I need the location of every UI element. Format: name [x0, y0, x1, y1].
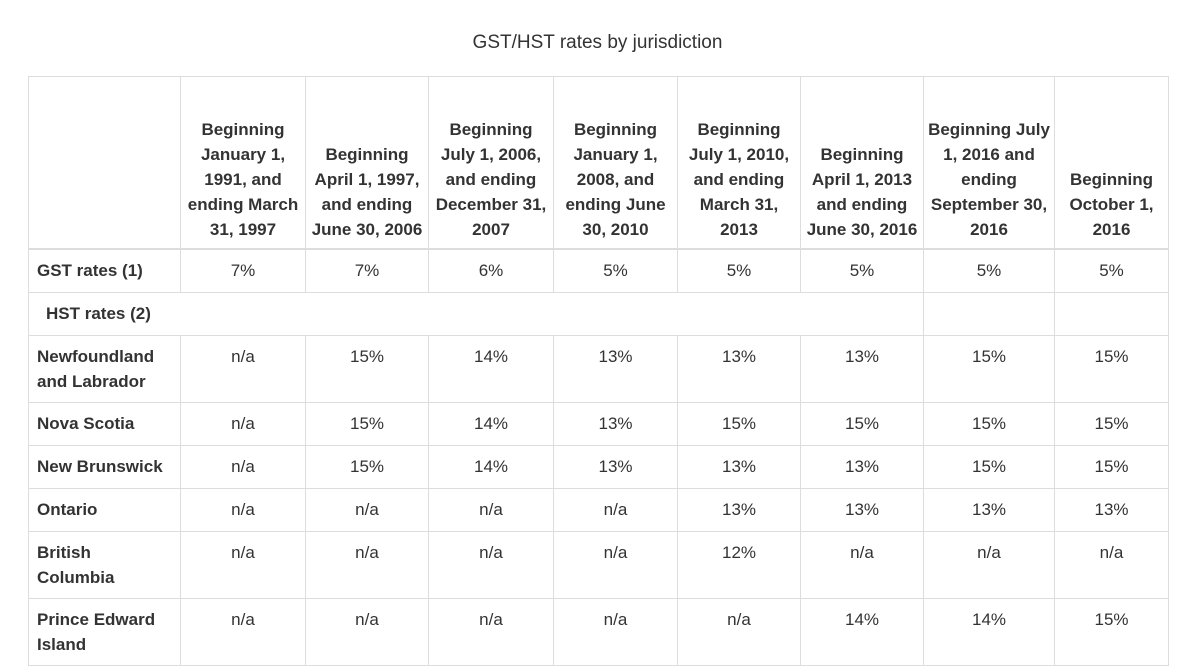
column-header: Beginning April 1, 2013 and ending June … [800, 76, 924, 250]
rate-cell: 15% [923, 402, 1055, 446]
column-header [28, 76, 181, 250]
rate-cell: 15% [305, 335, 429, 403]
rate-cell: n/a [428, 488, 554, 532]
rate-cell: 15% [1054, 445, 1169, 489]
row-label: Ontario [28, 488, 181, 532]
column-header: Beginning January 1, 2008, and ending Ju… [553, 76, 678, 250]
rate-cell: n/a [553, 531, 678, 599]
column-header: Beginning July 1, 2010, and ending March… [677, 76, 801, 250]
rate-cell: 7% [305, 248, 429, 293]
table-row: Prince Edward Island n/a n/a n/a n/a n/a… [28, 598, 1169, 666]
table-row: British Columbia n/a n/a n/a n/a 12% n/a… [28, 531, 1169, 599]
rate-cell: 5% [1054, 248, 1169, 293]
rate-cell: n/a [180, 488, 306, 532]
rate-cell: n/a [305, 531, 429, 599]
row-label: GST rates (1) [28, 248, 181, 293]
rate-cell: n/a [1054, 531, 1169, 599]
empty-cell [923, 292, 1055, 336]
rate-cell: 5% [923, 248, 1055, 293]
rate-cell: 15% [677, 402, 801, 446]
gst-row: GST rates (1) 7% 7% 6% 5% 5% 5% 5% 5% [28, 248, 1169, 293]
empty-cell [1054, 292, 1169, 336]
table-row: New Brunswick n/a 15% 14% 13% 13% 13% 15… [28, 445, 1169, 489]
rate-cell: 15% [305, 402, 429, 446]
column-header: Beginning July 1, 2016 and ending Septem… [923, 76, 1055, 250]
rate-cell: 13% [553, 402, 678, 446]
row-label: New Brunswick [28, 445, 181, 489]
rate-cell: 13% [923, 488, 1055, 532]
rate-cell: n/a [553, 598, 678, 666]
rate-cell: n/a [677, 598, 801, 666]
rate-cell: 13% [553, 335, 678, 403]
rate-cell: 13% [800, 445, 924, 489]
rate-cell: n/a [180, 598, 306, 666]
rate-cell: 13% [1054, 488, 1169, 532]
rate-cell: 14% [428, 335, 554, 403]
row-label: British Columbia [28, 531, 181, 599]
rate-cell: 6% [428, 248, 554, 293]
rate-cell: 14% [428, 402, 554, 446]
rate-cell: 5% [800, 248, 924, 293]
section-label: HST rates (2) [28, 292, 924, 336]
table-row: Nova Scotia n/a 15% 14% 13% 15% 15% 15% … [28, 402, 1169, 446]
rate-cell: n/a [180, 335, 306, 403]
rate-cell: 14% [800, 598, 924, 666]
rate-cell: 13% [677, 335, 801, 403]
table-caption: GST/HST rates by jurisdiction [472, 32, 723, 53]
rate-cell: 13% [800, 488, 924, 532]
table-row: Ontario n/a n/a n/a n/a 13% 13% 13% 13% [28, 488, 1169, 532]
row-label: Prince Edward Island [28, 598, 181, 666]
rate-cell: 14% [923, 598, 1055, 666]
gst-hst-rates-table: Beginning January 1, 1991, and ending Ma… [28, 76, 1169, 666]
rate-cell: n/a [180, 402, 306, 446]
header-row: Beginning January 1, 1991, and ending Ma… [28, 76, 1169, 250]
rate-cell: n/a [180, 445, 306, 489]
rate-cell: 13% [553, 445, 678, 489]
rate-cell: 15% [800, 402, 924, 446]
rate-cell: n/a [305, 488, 429, 532]
column-header: Beginning July 1, 2006, and ending Decem… [428, 76, 554, 250]
rate-cell: 7% [180, 248, 306, 293]
rate-cell: 15% [1054, 402, 1169, 446]
rate-cell: 15% [923, 335, 1055, 403]
rate-cell: n/a [180, 531, 306, 599]
rate-cell: 15% [923, 445, 1055, 489]
hst-section-row: HST rates (2) [28, 292, 1169, 336]
column-header: Beginning October 1, 2016 [1054, 76, 1169, 250]
rate-cell: n/a [428, 598, 554, 666]
column-header: Beginning April 1, 1997, and ending June… [305, 76, 429, 250]
rate-cell: 5% [553, 248, 678, 293]
rate-cell: n/a [428, 531, 554, 599]
rate-cell: n/a [923, 531, 1055, 599]
rate-cell: 5% [677, 248, 801, 293]
rate-cell: n/a [305, 598, 429, 666]
column-header: Beginning January 1, 1991, and ending Ma… [180, 76, 306, 250]
row-label: Nova Scotia [28, 402, 181, 446]
rate-cell: 13% [677, 445, 801, 489]
rate-cell: 15% [1054, 335, 1169, 403]
rate-cell: 15% [305, 445, 429, 489]
rate-cell: n/a [553, 488, 678, 532]
table-row: Newfoundland and Labrador n/a 15% 14% 13… [28, 335, 1169, 403]
rate-cell: 13% [677, 488, 801, 532]
rate-cell: n/a [800, 531, 924, 599]
row-label: Newfoundland and Labrador [28, 335, 181, 403]
rate-cell: 12% [677, 531, 801, 599]
rate-cell: 15% [1054, 598, 1169, 666]
rate-cell: 14% [428, 445, 554, 489]
rate-cell: 13% [800, 335, 924, 403]
